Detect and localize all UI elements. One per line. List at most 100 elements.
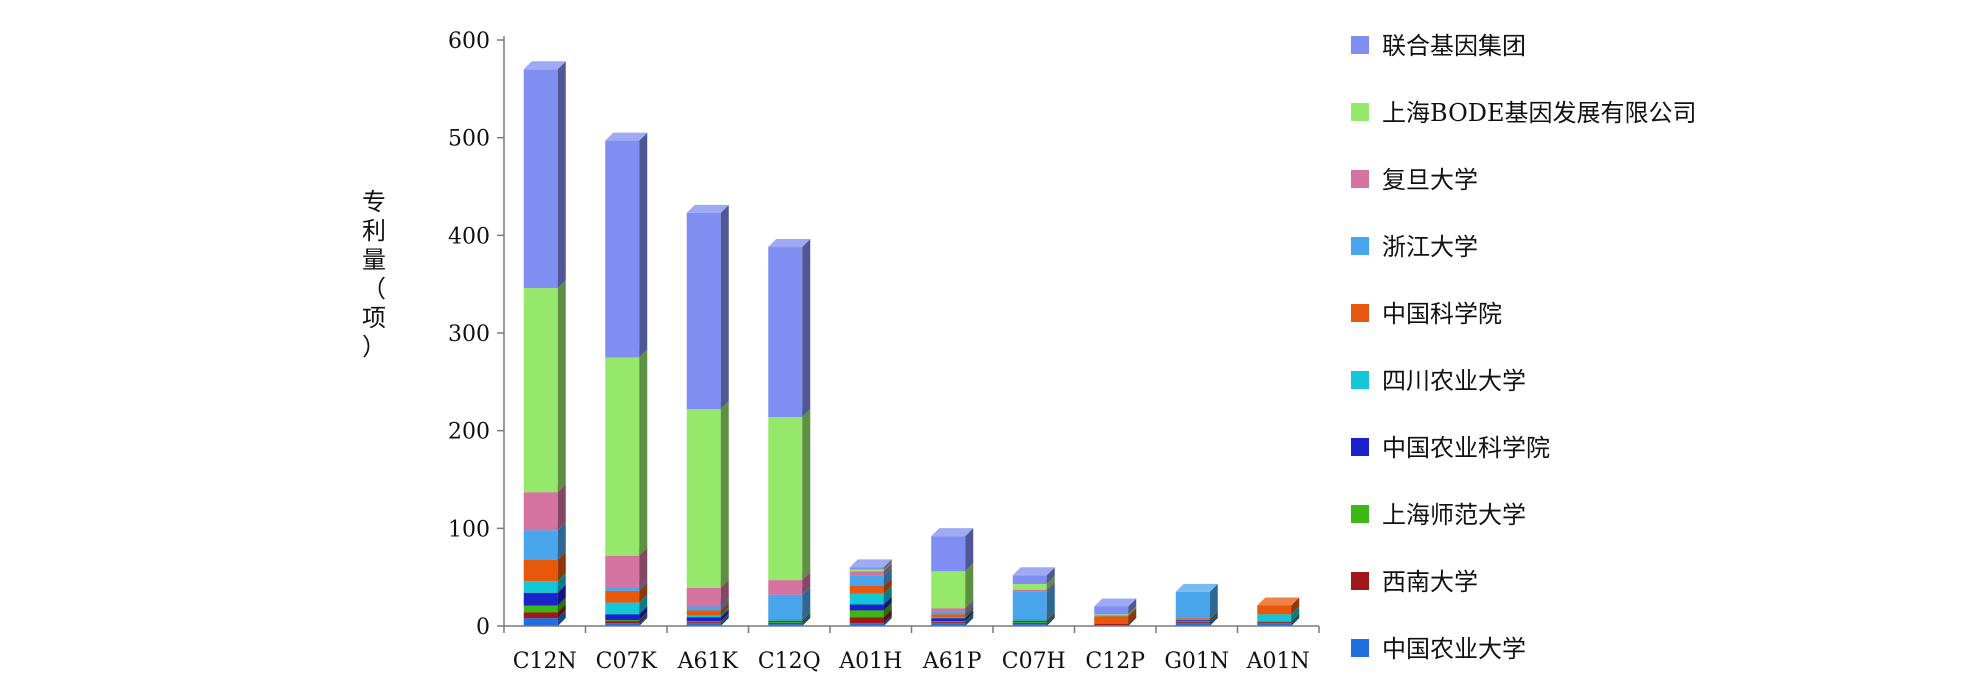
bar-side [883, 577, 892, 594]
bar-front [1257, 623, 1292, 626]
bar-top [1012, 567, 1055, 576]
bar-top [931, 528, 974, 537]
bar-top [523, 61, 566, 70]
legend-label: 西南大学 [1382, 568, 1478, 596]
y-axis-title-char: ） [362, 333, 386, 361]
bar-front [605, 621, 640, 624]
x-tick-label: A01H [838, 649, 902, 674]
bar-side [1209, 610, 1218, 620]
y-tick-label: 0 [476, 615, 490, 640]
bar-side [1046, 611, 1055, 621]
bar-front [523, 605, 558, 613]
bar-side [965, 603, 974, 615]
legend-item: 浙江大学 [1351, 233, 1478, 261]
legend-label: 中国科学院 [1382, 300, 1502, 328]
bar-front [1012, 624, 1047, 626]
bar-front [605, 140, 640, 358]
bar-side [639, 594, 648, 615]
bar-side [720, 615, 729, 626]
bar-front [1175, 621, 1210, 623]
bar-side [1046, 615, 1055, 625]
bar-top [686, 204, 729, 213]
bar-side [802, 586, 811, 620]
bar-side [1209, 615, 1218, 626]
bar-front [686, 615, 721, 618]
bar-side [557, 610, 566, 626]
bar-side [1209, 613, 1218, 623]
bar-segment [1257, 597, 1300, 615]
legend-swatch [1351, 170, 1369, 188]
legend-label: 上海BODE基因发展有限公司 [1382, 99, 1697, 127]
bar-segment [768, 408, 811, 581]
y-tick-label: 100 [448, 517, 490, 542]
legend-swatch [1351, 304, 1369, 322]
bar-side [1209, 583, 1218, 619]
bar-front [931, 536, 966, 572]
bar-segment [686, 204, 729, 410]
bar-front [523, 492, 558, 531]
legend-label: 中国农业科学院 [1382, 434, 1550, 462]
bar-side [965, 609, 974, 619]
bar-side [720, 401, 729, 588]
bar-front [523, 530, 558, 560]
bar-front [849, 617, 884, 624]
bar-front [849, 593, 884, 605]
bar-front [931, 614, 966, 618]
bar-side [720, 598, 729, 611]
bar-side [1209, 614, 1218, 624]
legend-swatch [1351, 505, 1369, 523]
bar-segment [605, 349, 648, 556]
y-axis-title-char: 量 [362, 246, 386, 274]
bar-side [557, 597, 566, 613]
bar-front [768, 619, 803, 621]
y-tick-label: 600 [448, 29, 490, 54]
bar-side [883, 596, 892, 611]
bar-front [931, 618, 966, 622]
bar-segment [686, 401, 729, 588]
bar-front [605, 602, 640, 615]
bar-front [849, 575, 884, 586]
bar-front [931, 622, 966, 624]
bar-front [1257, 605, 1292, 615]
bar-front [1175, 591, 1210, 619]
bar-side [557, 551, 566, 582]
bar-top [849, 559, 892, 568]
x-tick-label: C07K [596, 649, 658, 674]
bar-front [931, 621, 966, 623]
bar-side [965, 528, 974, 572]
bar-side [639, 582, 648, 603]
bar-side [720, 579, 729, 607]
bar-side [883, 602, 892, 618]
bar-front [686, 212, 721, 410]
y-axis-title-char: （ [362, 275, 386, 303]
bar-front [1175, 620, 1210, 622]
bar-side [1046, 614, 1055, 624]
x-tick-label: C12P [1085, 649, 1145, 674]
bar-front [523, 288, 558, 493]
bar-front [931, 611, 966, 615]
legend-swatch [1351, 639, 1369, 657]
bar-side [1291, 597, 1300, 615]
bar-front [849, 585, 884, 594]
bar-side [1291, 614, 1300, 624]
bar-segment [605, 132, 648, 358]
bar-front [605, 590, 640, 603]
bar-side [802, 612, 811, 622]
x-tick-label: C12Q [758, 649, 821, 674]
legend: 联合基因集团上海BODE基因发展有限公司复旦大学浙江大学中国科学院四川农业大学中… [1351, 32, 1697, 663]
bar-front [605, 555, 640, 588]
bar-front [1175, 618, 1210, 620]
bar-front [768, 580, 803, 595]
bar-side [557, 584, 566, 606]
bar-top [1175, 583, 1218, 592]
bar-front [849, 569, 884, 572]
y-tick-label: 400 [448, 224, 490, 249]
bar-side [557, 604, 566, 619]
legend-item: 上海BODE基因发展有限公司 [1351, 99, 1697, 127]
bar-front [605, 357, 640, 556]
bar-front [931, 571, 966, 609]
bar-front [523, 69, 558, 289]
bar-side [720, 609, 729, 622]
bar-side [802, 408, 811, 581]
